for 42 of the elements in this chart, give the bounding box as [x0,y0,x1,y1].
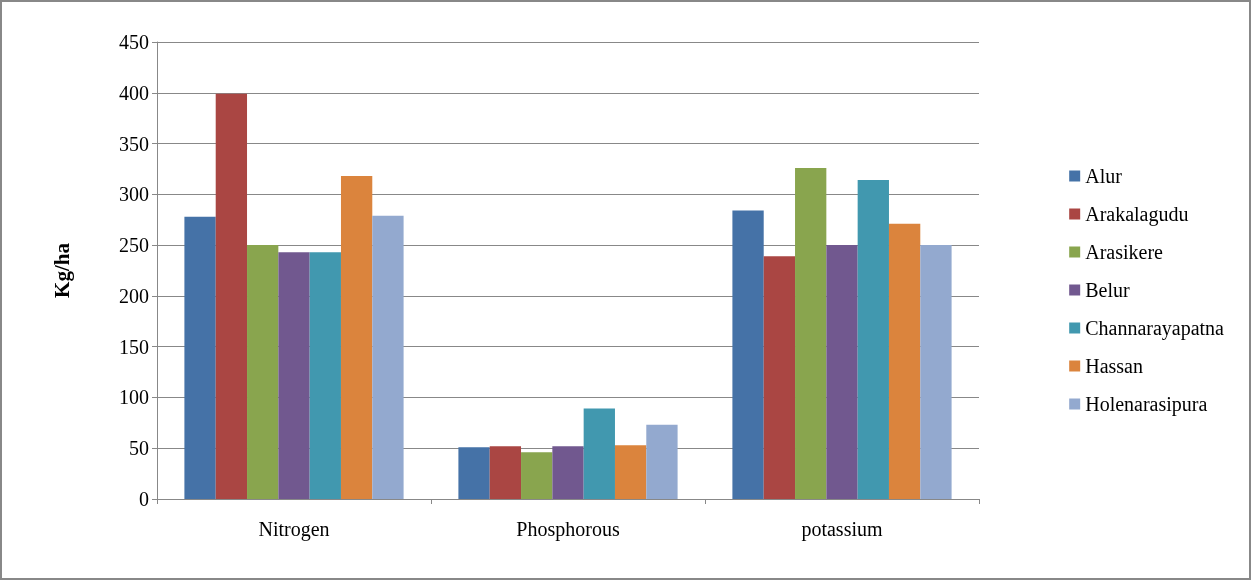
bar [732,210,764,499]
bar [372,215,404,499]
y-tick-label: 150 [119,335,149,358]
bar [278,252,310,499]
legend-label: Arasikere [1085,241,1164,263]
bar [552,446,584,499]
bar [184,216,216,499]
y-tick-label: 300 [119,183,149,206]
bar [795,167,827,499]
legend-label: Belur [1085,279,1130,301]
x-tick-label: potassium [801,518,883,541]
bar [215,93,248,499]
bar [247,245,279,499]
bar [646,424,678,499]
y-tick-label: 50 [129,437,149,460]
y-tick-label: 400 [119,81,149,104]
bar [614,445,647,499]
bar [857,180,889,499]
legend-label: Hassan [1085,355,1143,377]
bar [763,256,796,499]
bar [458,447,490,499]
legend-label: Channarayapatna [1085,317,1225,340]
bar [920,245,952,499]
x-tick-label: Nitrogen [258,518,330,541]
bar [888,223,921,499]
y-tick-label: 350 [119,132,149,155]
bar [340,176,373,499]
y-tick-label: 200 [119,284,149,307]
y-tick-label: 0 [139,488,149,510]
bar [826,245,858,499]
legend-label: Alur [1085,165,1123,187]
y-tick-label: 250 [119,234,149,257]
x-tick-label: Phosphorous [516,518,620,541]
bar [583,408,615,499]
y-tick-label: 450 [119,31,149,53]
y-axis-title: Kg/ha [49,242,74,298]
legend-label: Arakalagudu [1085,203,1189,226]
bar [309,252,341,499]
bar [489,446,522,499]
bar [521,452,553,499]
legend-label: Holenarasipura [1085,393,1208,416]
y-tick-label: 100 [119,386,149,409]
